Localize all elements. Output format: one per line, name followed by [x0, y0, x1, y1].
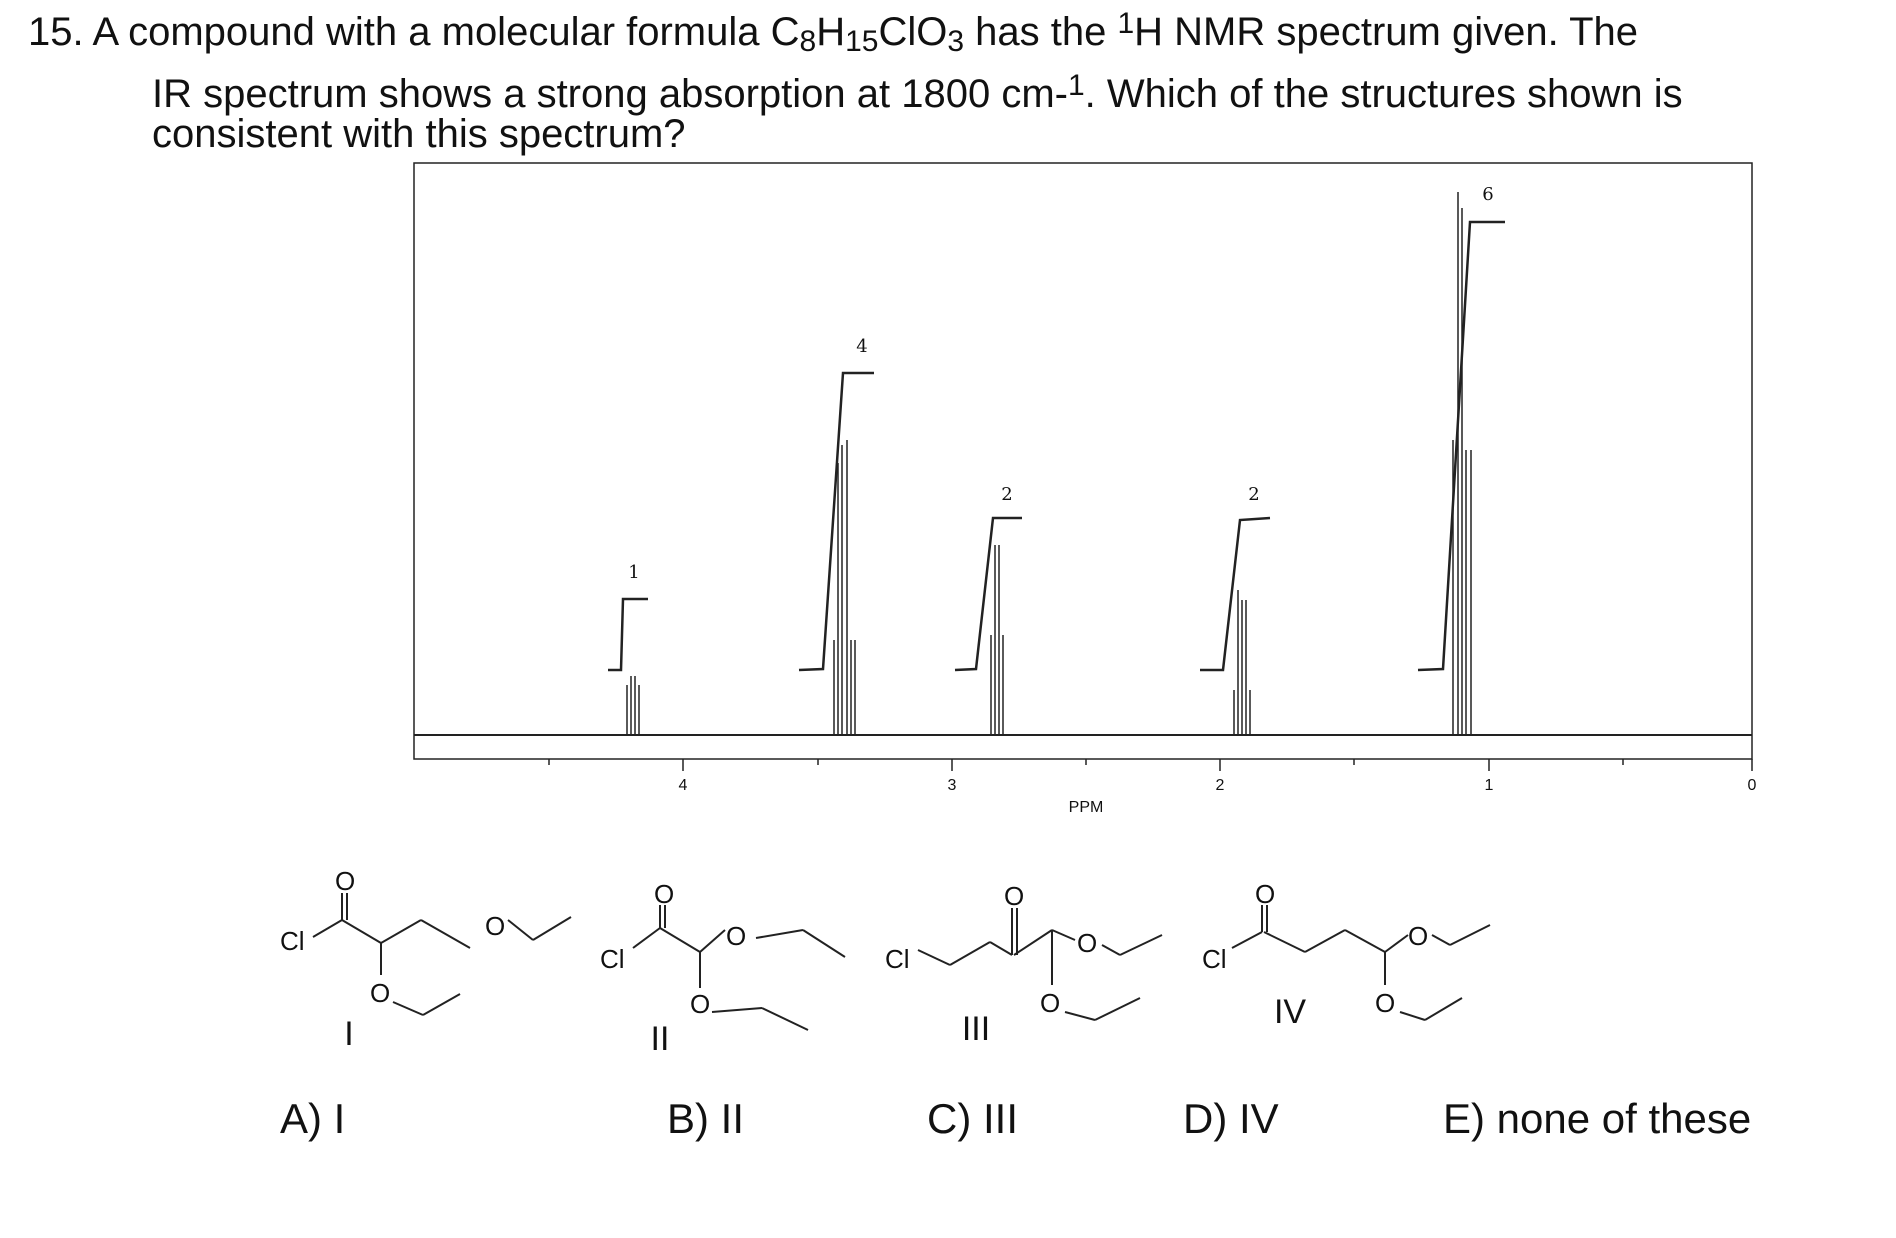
- structure-II-o-carbonyl: O: [654, 879, 674, 909]
- structure-II-label: II: [651, 1020, 670, 1058]
- formula-clo: ClO: [878, 10, 948, 54]
- structure-IV-cl: Cl: [1202, 944, 1227, 974]
- peak-group-3: [954, 516, 1022, 735]
- structure-III-o-ether-2: O: [1040, 988, 1060, 1018]
- structure-I-cl: Cl: [280, 926, 305, 956]
- question-text-d: IR spectrum shows a strong absorption at…: [152, 72, 1068, 116]
- integration-label-3: 2: [1001, 484, 1012, 505]
- tick-label-3: 3: [948, 777, 957, 794]
- formula-h: H: [816, 10, 846, 54]
- question-text-c: H NMR spectrum given. The: [1134, 10, 1639, 54]
- tick-label-2: 2: [1216, 777, 1225, 794]
- structure-I: [312, 893, 572, 1016]
- question-text-e: . Which of the structures shown is: [1084, 72, 1683, 116]
- question-text-b: has the: [964, 10, 1118, 54]
- structure-II: [632, 905, 846, 1031]
- tick-label-1: 1: [1485, 777, 1494, 794]
- structure-II-cl: Cl: [600, 944, 625, 974]
- structure-I-o-ether-2: O: [370, 978, 390, 1008]
- structure-II-o-ether-1: O: [726, 921, 746, 951]
- peak-group-5: [1417, 192, 1505, 735]
- peak-group-2: [798, 371, 874, 735]
- tick-label-4: 4: [679, 777, 688, 794]
- subscript-8: 8: [799, 25, 817, 58]
- structure-I-label: I: [344, 1015, 353, 1053]
- question-line-2: IR spectrum shows a strong absorption at…: [152, 62, 1683, 118]
- spectrum-frame: [413, 162, 1753, 760]
- peak-group-1: [608, 597, 648, 735]
- structure-III: [917, 908, 1163, 1021]
- superscript-neg1: 1: [1067, 69, 1085, 102]
- structure-III-o-ether-1: O: [1077, 928, 1097, 958]
- choice-e[interactable]: E) none of these: [1443, 1095, 1752, 1142]
- axis-label-ppm: PPM: [1069, 799, 1104, 816]
- subscript-15: 15: [845, 25, 879, 58]
- choice-b[interactable]: B) II: [667, 1095, 745, 1142]
- integration-label-1: 1: [628, 562, 639, 583]
- structure-II-o-ether-2: O: [690, 989, 710, 1019]
- subscript-3: 3: [947, 25, 965, 58]
- structure-IV: [1231, 905, 1491, 1021]
- tick-label-0: 0: [1748, 777, 1757, 794]
- structure-IV-o-ether-2: O: [1375, 988, 1395, 1018]
- integration-label-2: 4: [856, 336, 867, 357]
- structure-IV-o-ether-1: O: [1408, 921, 1428, 951]
- integration-label-5: 6: [1482, 184, 1493, 205]
- question-text-a: A compound with a molecular formula C: [92, 10, 800, 54]
- structure-I-o-ether-1: O: [485, 911, 505, 941]
- axis-ticks: [548, 759, 1753, 771]
- question-line-1: 15. A compound with a molecular formula …: [28, 0, 1638, 66]
- structure-I-o-carbonyl: O: [335, 866, 355, 896]
- choice-a[interactable]: A) I: [280, 1095, 346, 1142]
- structure-III-label: III: [962, 1010, 990, 1048]
- superscript-1: 1: [1117, 7, 1135, 40]
- structure-IV-label: IV: [1274, 993, 1306, 1031]
- choice-c[interactable]: C) III: [927, 1095, 1018, 1142]
- question-number: 15.: [28, 10, 84, 54]
- integration-label-4: 2: [1248, 484, 1259, 505]
- structure-IV-o-carbonyl: O: [1255, 879, 1275, 909]
- structure-III-cl: Cl: [885, 944, 910, 974]
- peak-group-4: [1200, 516, 1271, 735]
- question-line-3: consistent with this spectrum?: [152, 112, 686, 156]
- structure-III-o-carbonyl: O: [1004, 881, 1024, 911]
- choice-d[interactable]: D) IV: [1183, 1095, 1279, 1142]
